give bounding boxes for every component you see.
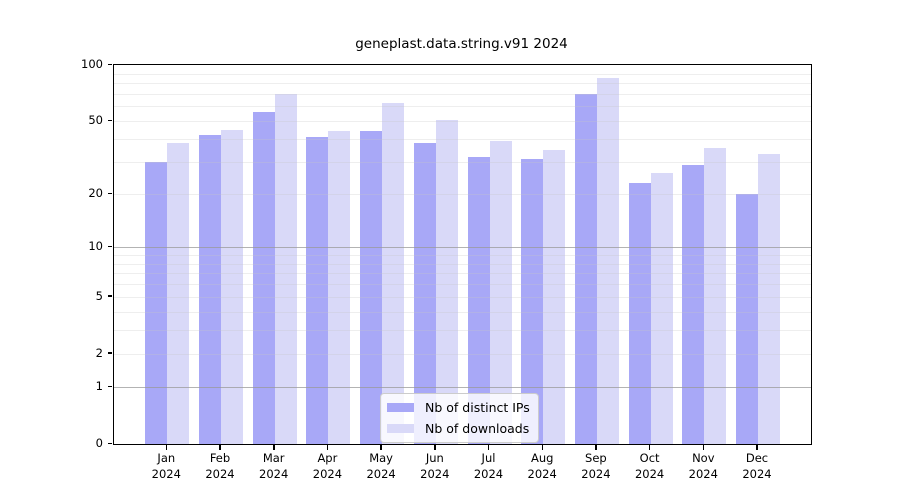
legend-swatch-downloads (387, 424, 414, 433)
x-tick-mark-nov (702, 445, 704, 450)
x-tick-label-nov: Nov 2024 (688, 451, 718, 481)
bar-jul-distinct-ips (467, 156, 490, 444)
x-tick-mark-dec (756, 445, 758, 450)
x-tick-mark-feb (219, 445, 221, 450)
x-tick-mark-apr (326, 445, 329, 450)
x-tick-mark-aug (541, 445, 543, 450)
y-tick-mark-0 (108, 442, 112, 444)
bar-jul-downloads (489, 141, 512, 444)
x-tick-label-aug: Aug 2024 (527, 451, 557, 481)
bar-dec-distinct-ips (736, 194, 758, 444)
legend-entry-distinct-ips: Nb of distinct IPs (387, 399, 532, 416)
x-tick-mark-mar (273, 445, 275, 450)
bar-nov-downloads (704, 147, 727, 444)
y-tick-label-1: 1 (95, 379, 103, 394)
chart-title: geneplast.data.string.v91 2024 (355, 36, 568, 52)
bar-mar-distinct-ips (252, 112, 275, 444)
y-tick-label-5: 5 (95, 288, 103, 303)
x-tick-label-jul: Jul 2024 (473, 451, 504, 481)
x-tick-mark-jul (487, 445, 490, 450)
bar-aug-downloads (543, 149, 566, 444)
y-tick-mark-10 (108, 245, 112, 248)
bar-dec-downloads (758, 154, 780, 444)
bar-apr-downloads (328, 131, 351, 444)
x-tick-label-feb: Feb 2024 (205, 451, 235, 481)
y-tick-label-0: 0 (95, 436, 103, 450)
y-tick-label-2: 2 (95, 345, 103, 360)
y-tick-mark-5 (108, 295, 112, 297)
plot-area: Nb of distinct IPs Nb of downloads (113, 64, 812, 445)
bar-oct-downloads (650, 173, 673, 444)
x-tick-label-jun: Jun 2024 (420, 451, 450, 481)
bars-layer (114, 65, 811, 444)
x-tick-label-sep: Sep 2024 (581, 451, 611, 481)
x-tick-label-may: May 2024 (366, 451, 396, 481)
x-tick-label-mar: Mar 2024 (259, 451, 289, 481)
x-tick-label-oct: Oct 2024 (634, 451, 665, 481)
y-tick-mark-2 (108, 352, 112, 354)
legend: Nb of distinct IPs Nb of downloads (380, 393, 539, 443)
bar-sep-distinct-ips (574, 93, 597, 444)
y-tick-mark-20 (108, 192, 112, 194)
bar-apr-distinct-ips (306, 137, 329, 444)
bar-sep-downloads (596, 78, 619, 444)
bar-mar-downloads (274, 93, 297, 444)
legend-entry-downloads: Nb of downloads (387, 420, 532, 437)
x-tick-mark-jun (434, 445, 436, 450)
x-tick-mark-may (380, 445, 382, 450)
y-tick-label-20: 20 (88, 186, 103, 200)
y-tick-label-100: 100 (81, 57, 103, 71)
bar-jan-downloads (167, 143, 190, 444)
x-tick-mark-jan (165, 445, 168, 450)
x-tick-label-jan: Jan 2024 (151, 451, 181, 481)
bar-nov-distinct-ips (682, 164, 705, 444)
y-tick-label-50: 50 (88, 113, 103, 128)
x-tick-label-apr: Apr 2024 (312, 451, 343, 481)
legend-swatch-distinct-ips (387, 403, 414, 412)
bar-feb-downloads (221, 129, 243, 444)
bar-oct-distinct-ips (628, 183, 651, 444)
bar-jun-downloads (435, 119, 458, 444)
y-tick-label-10: 10 (88, 239, 103, 254)
x-tick-mark-sep (595, 445, 597, 450)
bar-feb-distinct-ips (199, 135, 221, 444)
legend-label-distinct-ips: Nb of distinct IPs (425, 400, 530, 415)
bar-may-distinct-ips (360, 131, 383, 444)
bar-aug-distinct-ips (521, 159, 544, 444)
y-tick-mark-100 (108, 63, 112, 65)
x-tick-label-dec: Dec 2024 (742, 451, 772, 481)
y-tick-mark-1 (108, 385, 112, 388)
bar-jan-distinct-ips (145, 162, 168, 444)
bar-may-downloads (382, 102, 405, 444)
bar-jun-distinct-ips (413, 143, 436, 444)
x-tick-mark-oct (648, 445, 651, 450)
legend-label-downloads: Nb of downloads (425, 421, 530, 436)
y-tick-mark-50 (108, 119, 112, 122)
